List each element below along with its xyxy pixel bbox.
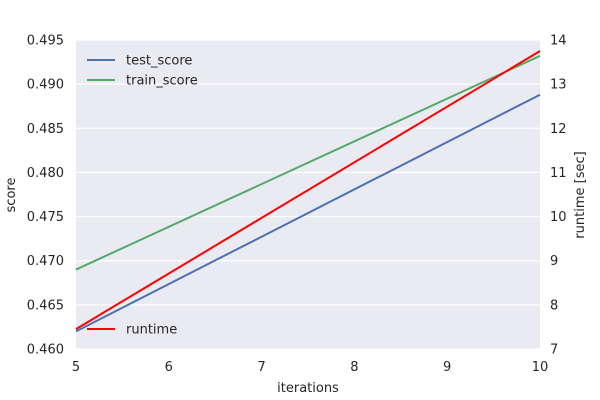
series-line-test-score	[75, 93, 541, 333]
x-tick-label: 9	[443, 360, 451, 375]
y2-tick-label: 9	[550, 254, 558, 269]
y-tick-label: 0.480	[27, 166, 64, 181]
grid	[76, 39, 540, 350]
bottom-tick-labels: 5 6 7 8 9 10	[72, 360, 548, 375]
y-tick-label: 0.470	[27, 254, 64, 269]
legend-label-test-score: test_score	[126, 54, 192, 69]
x-tick-label: 10	[532, 360, 549, 375]
y-axis-label: score	[4, 178, 19, 213]
y2-tick-label: 14	[550, 34, 567, 49]
y2-tick-label: 12	[550, 122, 567, 137]
y-tick-label: 0.485	[27, 122, 64, 137]
y2-tick-label: 11	[550, 166, 567, 181]
y-tick-label: 0.495	[27, 34, 64, 49]
series-line-train-score	[75, 54, 541, 271]
y-tick-label: 0.490	[27, 78, 64, 93]
y-tick-label: 0.465	[27, 298, 64, 313]
legend-label-train-score: train_score	[126, 74, 198, 89]
x-tick-label: 8	[350, 360, 358, 375]
y2-tick-label: 8	[550, 298, 558, 313]
y2-tick-label: 10	[550, 210, 567, 225]
right-tick-labels: 7 8 9 10 11 12 13 14	[550, 34, 567, 358]
series-line-runtime	[75, 50, 541, 330]
left-tick-labels: 0.460 0.465 0.470 0.475 0.480 0.485 0.490 0.495	[27, 34, 64, 358]
x-axis-label: iterations	[277, 381, 339, 396]
series-layer	[75, 50, 541, 333]
y2-tick-label: 7	[550, 343, 558, 358]
y-tick-label: 0.475	[27, 210, 64, 225]
legend-label-runtime: runtime	[126, 323, 177, 338]
x-tick-label: 5	[72, 360, 80, 375]
x-tick-label: 6	[165, 360, 173, 375]
x-tick-label: 7	[257, 360, 265, 375]
y2-axis-label: runtime [sec]	[573, 151, 588, 238]
y-tick-label: 0.460	[27, 343, 64, 358]
y2-tick-label: 13	[550, 78, 567, 93]
